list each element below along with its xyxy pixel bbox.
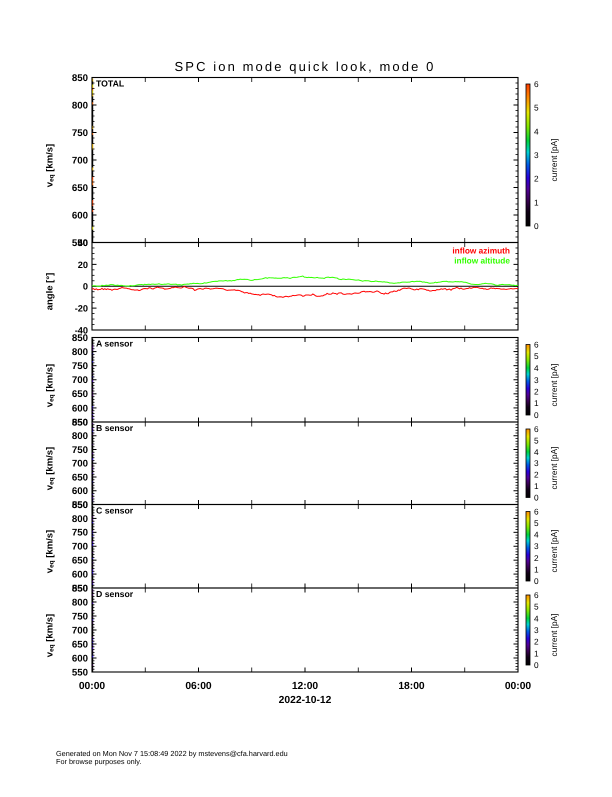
svg-text:850: 850 (72, 333, 88, 344)
svg-text:06:00: 06:00 (185, 681, 212, 692)
svg-text:800: 800 (72, 597, 88, 608)
svg-text:C sensor: C sensor (96, 506, 134, 516)
svg-text:A sensor: A sensor (96, 339, 133, 349)
svg-text:650: 650 (72, 556, 88, 567)
svg-text:1: 1 (534, 398, 539, 408)
svg-text:650: 650 (72, 639, 88, 650)
svg-text:3: 3 (534, 625, 539, 635)
svg-text:0: 0 (534, 410, 539, 420)
svg-text:0: 0 (534, 493, 539, 503)
svg-text:650: 650 (72, 183, 88, 194)
svg-text:600: 600 (72, 653, 88, 664)
svg-text:5: 5 (534, 602, 539, 612)
svg-text:800: 800 (72, 514, 88, 525)
svg-text:0: 0 (534, 576, 539, 586)
svg-text:2: 2 (534, 637, 539, 647)
svg-text:850: 850 (72, 500, 88, 511)
svg-text:700: 700 (72, 459, 88, 470)
svg-text:6: 6 (534, 340, 539, 350)
svg-text:6: 6 (534, 79, 539, 89)
svg-text:550: 550 (72, 667, 88, 678)
svg-text:SPC ion mode quick look, mode: SPC ion mode quick look, mode 0 (175, 59, 436, 74)
svg-text:700: 700 (72, 542, 88, 553)
svg-text:5: 5 (534, 351, 539, 361)
svg-text:700: 700 (72, 155, 88, 166)
svg-text:0: 0 (534, 660, 539, 670)
svg-text:inflow azimuth: inflow azimuth (452, 246, 510, 256)
svg-text:5: 5 (534, 518, 539, 528)
svg-text:40: 40 (78, 238, 88, 248)
svg-text:750: 750 (72, 361, 88, 372)
svg-text:4: 4 (534, 126, 539, 136)
svg-text:3: 3 (534, 150, 539, 160)
svg-text:700: 700 (72, 375, 88, 386)
svg-text:4: 4 (534, 613, 539, 623)
svg-text:750: 750 (72, 445, 88, 456)
svg-text:850: 850 (72, 417, 88, 428)
svg-text:2: 2 (534, 174, 539, 184)
svg-text:20: 20 (78, 260, 88, 270)
svg-text:2: 2 (534, 470, 539, 480)
svg-text:For browse purposes only.: For browse purposes only. (56, 757, 141, 766)
svg-text:2: 2 (534, 387, 539, 397)
svg-text:18:00: 18:00 (398, 681, 425, 692)
svg-text:5: 5 (534, 435, 539, 445)
svg-text:600: 600 (72, 569, 88, 580)
svg-text:5: 5 (534, 103, 539, 113)
svg-text:750: 750 (72, 528, 88, 539)
svg-text:6: 6 (534, 590, 539, 600)
svg-text:2022-10-12: 2022-10-12 (279, 695, 332, 706)
svg-text:600: 600 (72, 486, 88, 497)
svg-text:800: 800 (72, 100, 88, 111)
svg-text:6: 6 (534, 507, 539, 517)
svg-text:1: 1 (534, 481, 539, 491)
svg-text:0: 0 (83, 282, 88, 292)
svg-text:750: 750 (72, 128, 88, 139)
svg-text:6: 6 (534, 424, 539, 434)
svg-text:12:00: 12:00 (292, 681, 319, 692)
svg-text:1: 1 (534, 648, 539, 658)
svg-text:850: 850 (72, 583, 88, 594)
svg-text:4: 4 (534, 363, 539, 373)
svg-text:00:00: 00:00 (505, 681, 532, 692)
svg-text:800: 800 (72, 431, 88, 442)
svg-text:3: 3 (534, 458, 539, 468)
svg-text:-20: -20 (75, 304, 88, 314)
svg-text:1: 1 (534, 197, 539, 207)
svg-text:B sensor: B sensor (96, 423, 134, 433)
svg-text:00:00: 00:00 (79, 681, 106, 692)
svg-text:D sensor: D sensor (96, 589, 134, 599)
svg-text:3: 3 (534, 375, 539, 385)
svg-text:3: 3 (534, 541, 539, 551)
svg-text:800: 800 (72, 347, 88, 358)
svg-text:4: 4 (534, 447, 539, 457)
svg-text:0: 0 (534, 221, 539, 231)
svg-text:650: 650 (72, 389, 88, 400)
svg-text:1: 1 (534, 564, 539, 574)
svg-text:inflow altitude: inflow altitude (454, 256, 510, 266)
svg-text:650: 650 (72, 472, 88, 483)
svg-text:TOTAL: TOTAL (96, 79, 125, 89)
svg-text:4: 4 (534, 530, 539, 540)
svg-text:850: 850 (72, 73, 88, 84)
svg-text:600: 600 (72, 403, 88, 414)
svg-text:2: 2 (534, 553, 539, 563)
svg-text:700: 700 (72, 625, 88, 636)
svg-text:600: 600 (72, 210, 88, 221)
svg-text:750: 750 (72, 611, 88, 622)
